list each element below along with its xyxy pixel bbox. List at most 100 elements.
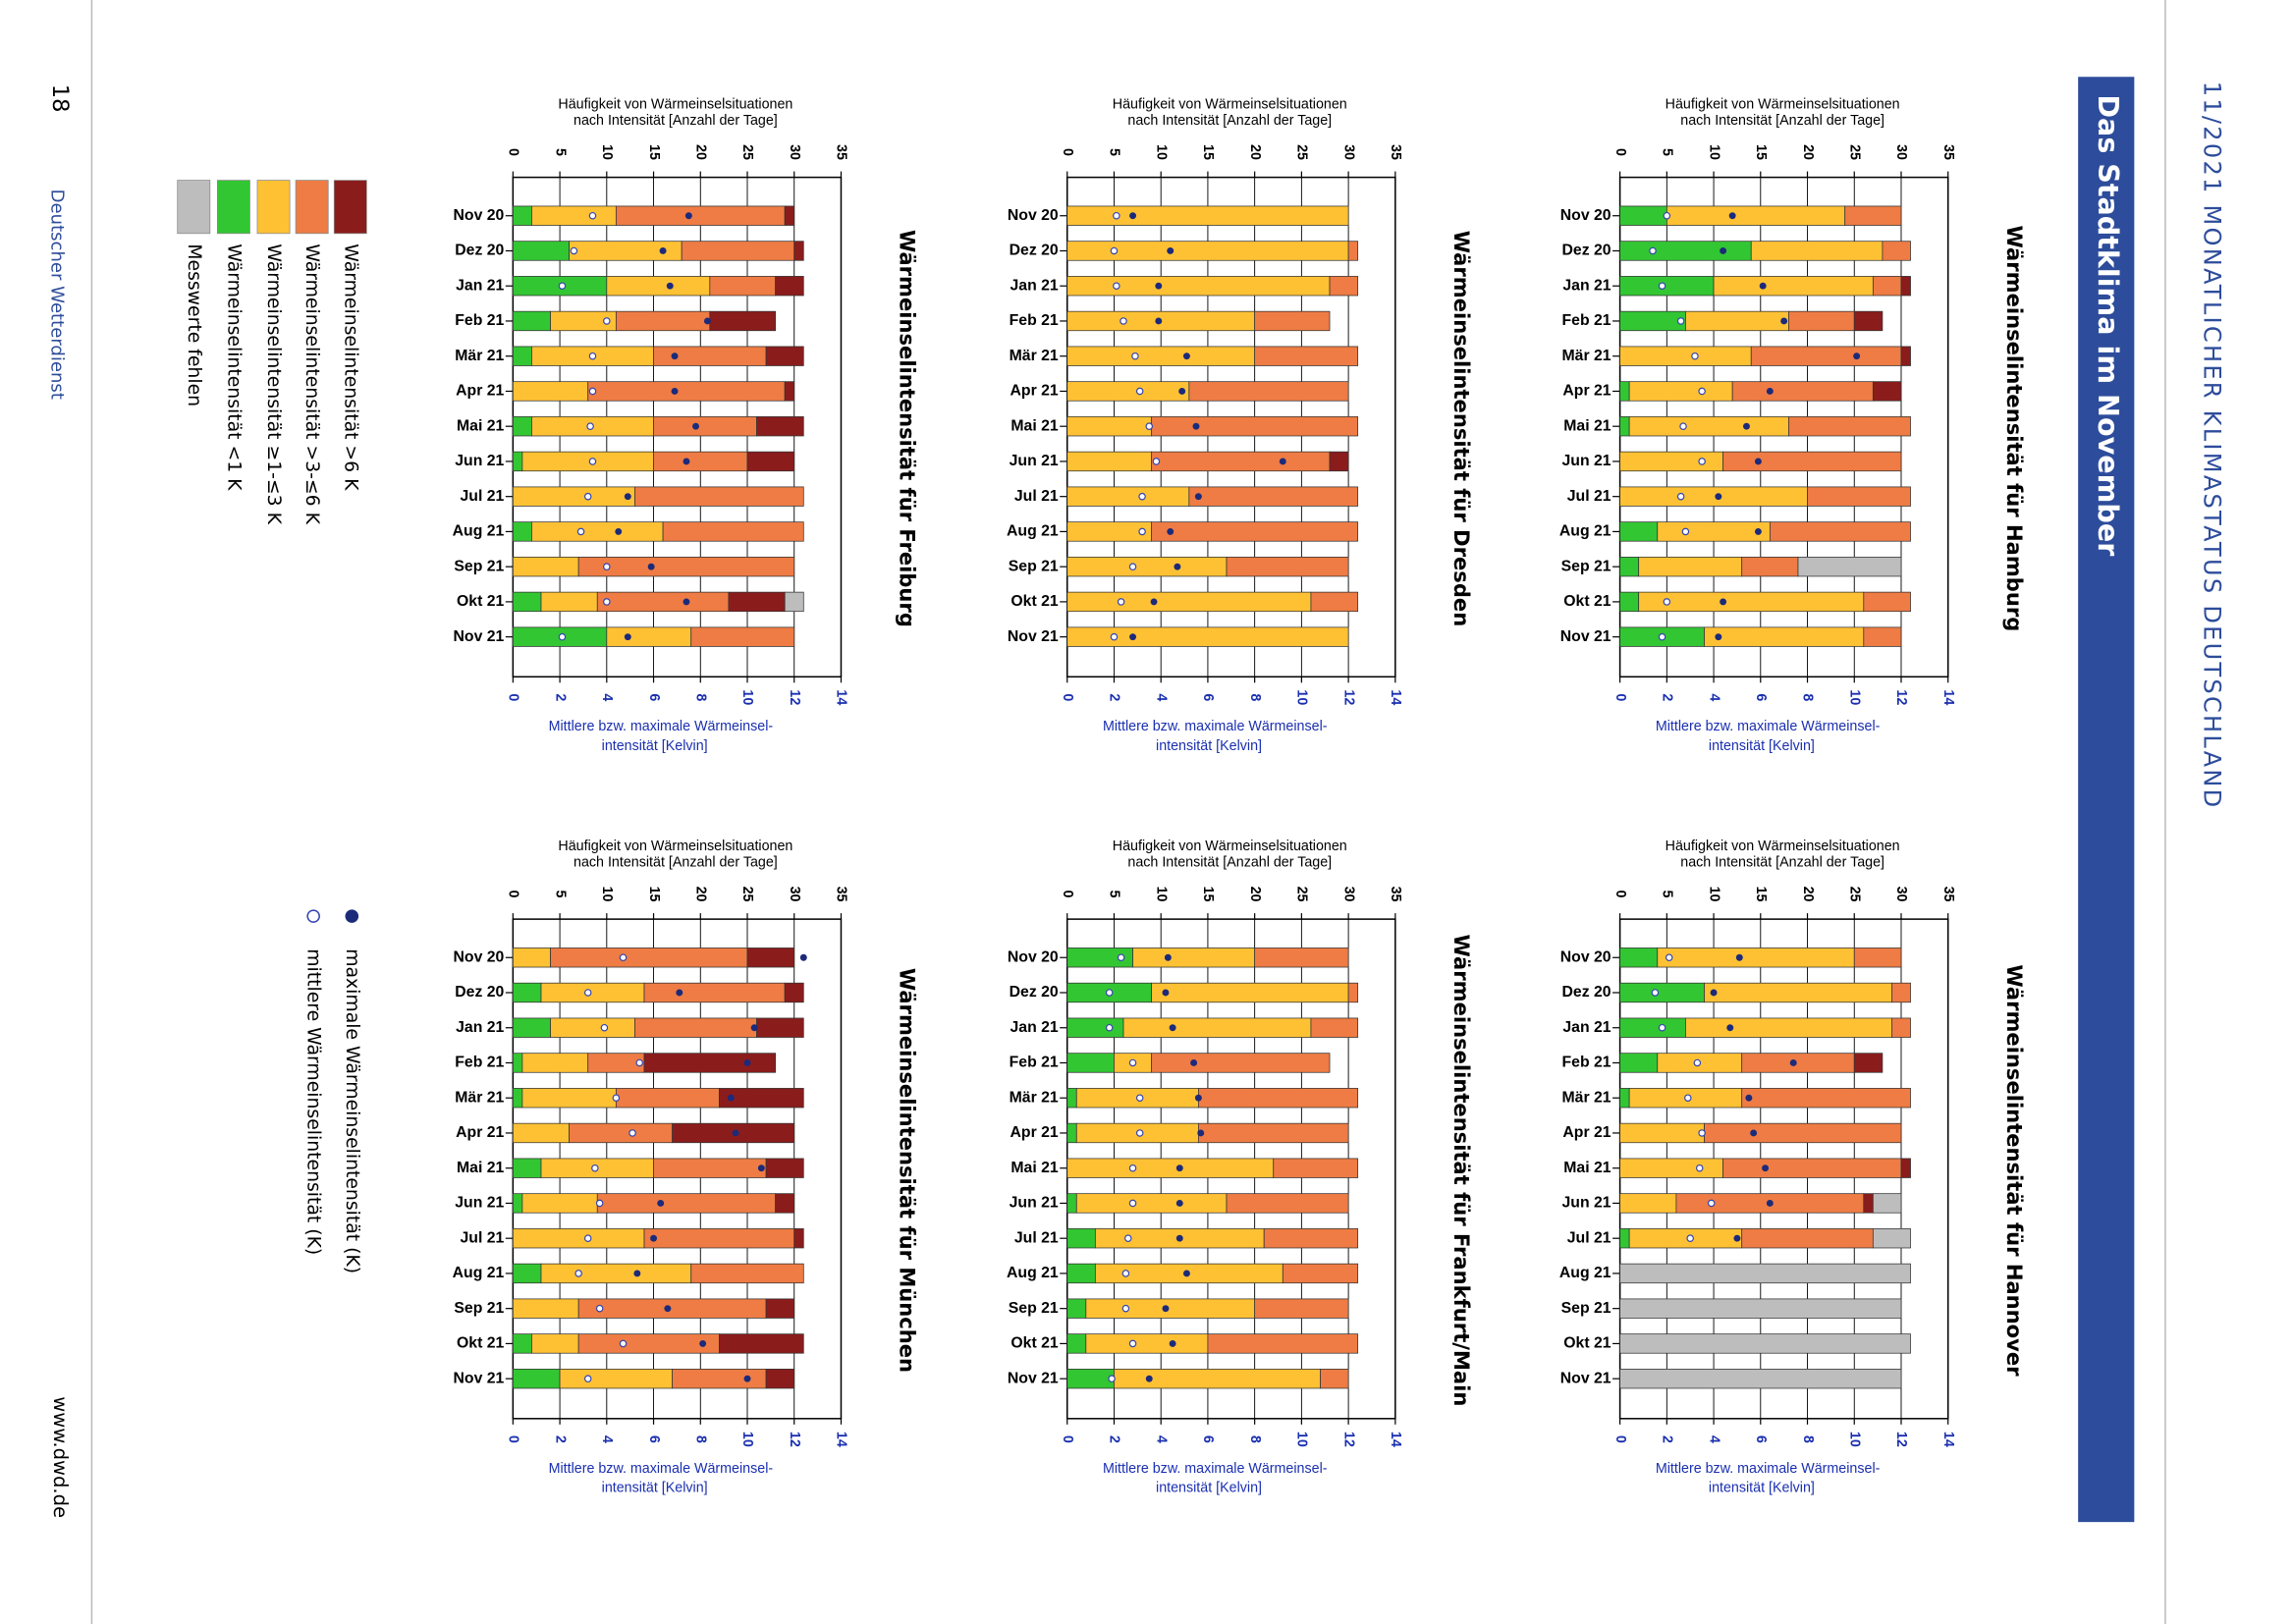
bar-segment (1226, 1193, 1349, 1214)
max-marker (1733, 1234, 1741, 1242)
bar-segment (1853, 947, 1902, 968)
x-tick-label: 25 (1846, 144, 1862, 160)
category-label: Jun 21 (455, 453, 504, 469)
bar-segment (512, 947, 551, 968)
mean-marker (1698, 458, 1706, 465)
bar-segment (1797, 557, 1902, 577)
bar-segment (1741, 557, 1799, 577)
mean-marker (588, 458, 597, 465)
bar-segment (512, 205, 532, 226)
x2-tick-label: 8 (1247, 1435, 1263, 1443)
bar-segment (512, 1088, 523, 1109)
max-marker (1194, 1094, 1202, 1102)
bar-segment (1066, 1298, 1087, 1319)
bar-segment (1619, 310, 1686, 332)
chart-title: Wärmeinselintensität für Freiburg (896, 230, 920, 627)
x2-tick-label: 12 (787, 689, 802, 705)
x2-tick-label: 12 (1340, 1432, 1356, 1447)
mean-marker (1698, 387, 1706, 396)
category-label: Feb 21 (455, 1055, 504, 1071)
max-marker (1745, 1094, 1753, 1102)
bar-segment (1320, 1369, 1349, 1389)
x-tick-label: 5 (1660, 891, 1675, 898)
max-marker (703, 317, 711, 325)
bar-segment (1891, 982, 1911, 1003)
mean-marker (1128, 563, 1137, 570)
x2-tick-label: 6 (1753, 693, 1769, 701)
mean-marker (1135, 1129, 1144, 1137)
bar-segment (765, 346, 804, 366)
x2-tick-label: 6 (1200, 1435, 1216, 1443)
x2-tick-label: 0 (1060, 693, 1075, 701)
bar-segment (1722, 451, 1902, 472)
mean-marker (576, 527, 585, 536)
x2-axis-title: Mittlere bzw. maximale Wärmeinsel- (1656, 1461, 1881, 1477)
mean-marker (1113, 211, 1120, 220)
bar-segment (634, 1017, 757, 1038)
max-marker (683, 598, 690, 606)
mean-marker (558, 632, 567, 641)
bar-segment (550, 1017, 635, 1038)
mean-marker (1135, 387, 1144, 396)
max-marker (1192, 422, 1200, 430)
bar-segment (1807, 486, 1911, 507)
mean-marker (1663, 211, 1671, 220)
max-marker (727, 1094, 735, 1102)
bar-segment (1188, 486, 1359, 507)
max-marker (650, 1234, 658, 1242)
mean-marker (1707, 1199, 1716, 1208)
x-axis-title: Häufigkeit von Wärmeinselsituationen (1666, 839, 1900, 854)
mean-marker (603, 598, 611, 606)
max-marker (666, 282, 674, 290)
x2-tick-label: 0 (1612, 693, 1628, 701)
bar-segment (1114, 1369, 1321, 1389)
x2-tick-label: 4 (599, 1435, 615, 1443)
max-marker (1766, 387, 1774, 395)
max-marker (1167, 527, 1174, 535)
mean-marker (1117, 598, 1125, 606)
category-label: Mai 21 (457, 417, 505, 434)
category-label: Feb 21 (455, 312, 504, 329)
bar-segment (1619, 451, 1723, 472)
x2-tick-label: 2 (552, 693, 568, 701)
category-label: Sep 21 (1009, 558, 1059, 574)
x2-axis-title: intensität [Kelvin] (1709, 1480, 1815, 1495)
max-marker (743, 1375, 751, 1382)
mean-marker (1110, 632, 1119, 641)
mean-marker (628, 1129, 636, 1137)
x2-tick-label: 2 (1107, 1435, 1122, 1443)
category-label: Mai 21 (1563, 1160, 1611, 1176)
bar-segment (1066, 451, 1153, 472)
mean-marker (583, 492, 592, 501)
chart-title: Wärmeinselintensität für Frankfurt/Main (1449, 935, 1474, 1407)
bar-segment (1085, 1298, 1256, 1319)
bar-segment (1619, 1088, 1630, 1109)
category-label: Okt 21 (1563, 593, 1611, 610)
bar-segment (775, 276, 804, 297)
mean-marker (1676, 492, 1685, 501)
max-marker (1190, 1059, 1198, 1066)
x2-tick-label: 10 (1846, 1432, 1862, 1447)
max-marker (1197, 1129, 1205, 1137)
category-label: Mär 21 (1562, 348, 1611, 364)
category-label: Mär 21 (1562, 1089, 1611, 1106)
bar-segment (1619, 1228, 1630, 1249)
category-label: Sep 21 (454, 1300, 504, 1317)
header-issue: 11/2021 MONATLICHER KLIMASTATUS DEUTSCHL… (2199, 81, 2226, 810)
bar-segment (521, 1053, 589, 1073)
mean-marker (1651, 989, 1660, 997)
max-marker (1155, 282, 1163, 290)
bar-segment (793, 1228, 804, 1249)
legend-swatch (295, 180, 329, 235)
bar-segment (643, 1228, 795, 1249)
bar-segment (1066, 1228, 1096, 1249)
bar-segment (1122, 1017, 1312, 1038)
bar-segment (512, 486, 635, 507)
category-label: Dez 20 (1010, 243, 1059, 259)
category-label: Jan 21 (1562, 277, 1611, 294)
category-label: Dez 20 (1562, 984, 1611, 1001)
bar-segment (1197, 1088, 1359, 1109)
bar-segment (596, 1193, 777, 1214)
bar-segment (521, 1193, 598, 1214)
mean-marker (1658, 1023, 1666, 1032)
